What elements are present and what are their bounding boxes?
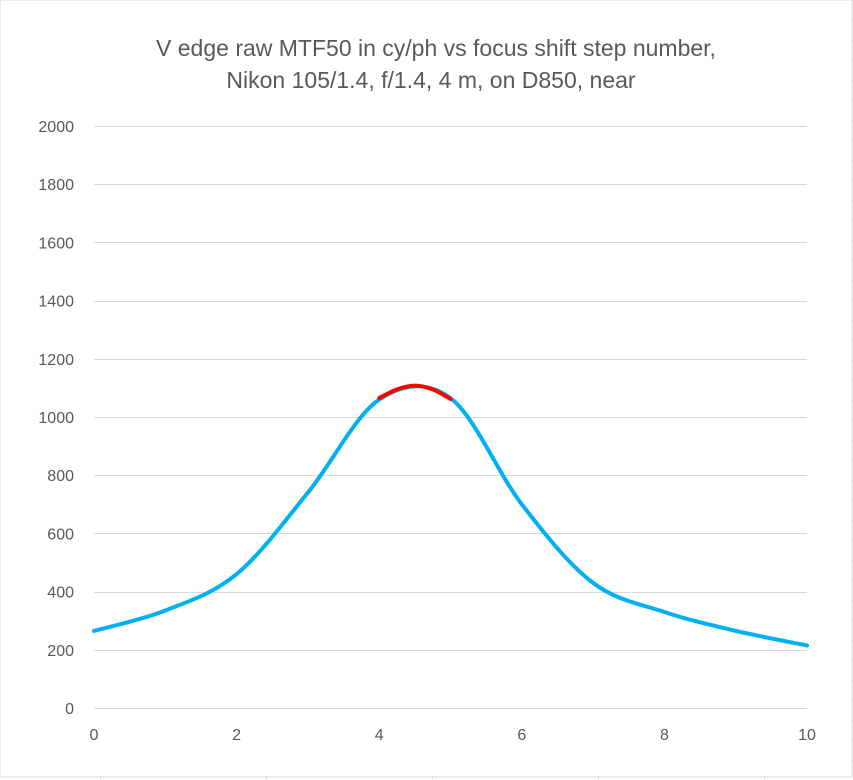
y-tick-label: 600 [47,526,74,543]
y-tick-label: 1000 [38,410,74,427]
plot-series [92,383,809,648]
series-line-peak-highlight [377,383,453,401]
y-tick-label: 0 [65,701,74,718]
gridlines [94,126,807,709]
y-tick-label: 200 [47,643,74,660]
chart-title-line-1: V edge raw MTF50 in cy/ph vs focus shift… [156,35,716,61]
y-tick-label: 1600 [38,235,74,252]
x-tick-label: 6 [517,727,526,744]
chart-title-line-2: Nikon 105/1.4, f/1.4, 4 m, on D850, near [226,67,635,93]
y-tick-label: 1400 [38,294,74,311]
x-tick-label: 2 [232,727,241,744]
x-tick-label: 0 [90,727,99,744]
y-tick-label: 400 [47,585,74,602]
x-tick-label: 4 [375,727,384,744]
y-tick-label: 2000 [38,119,74,136]
y-axis-tick-labels: 0 200 400 600 800 1000 1200 1400 1600 1800 2000 [38,119,74,718]
x-tick-label: 10 [798,727,816,744]
y-tick-label: 1800 [38,177,74,194]
y-tick-label: 800 [47,468,74,485]
y-tick-label: 1200 [38,352,74,369]
x-tick-label: 8 [660,727,669,744]
x-axis-tick-labels: 0 2 4 6 8 10 [90,727,816,744]
